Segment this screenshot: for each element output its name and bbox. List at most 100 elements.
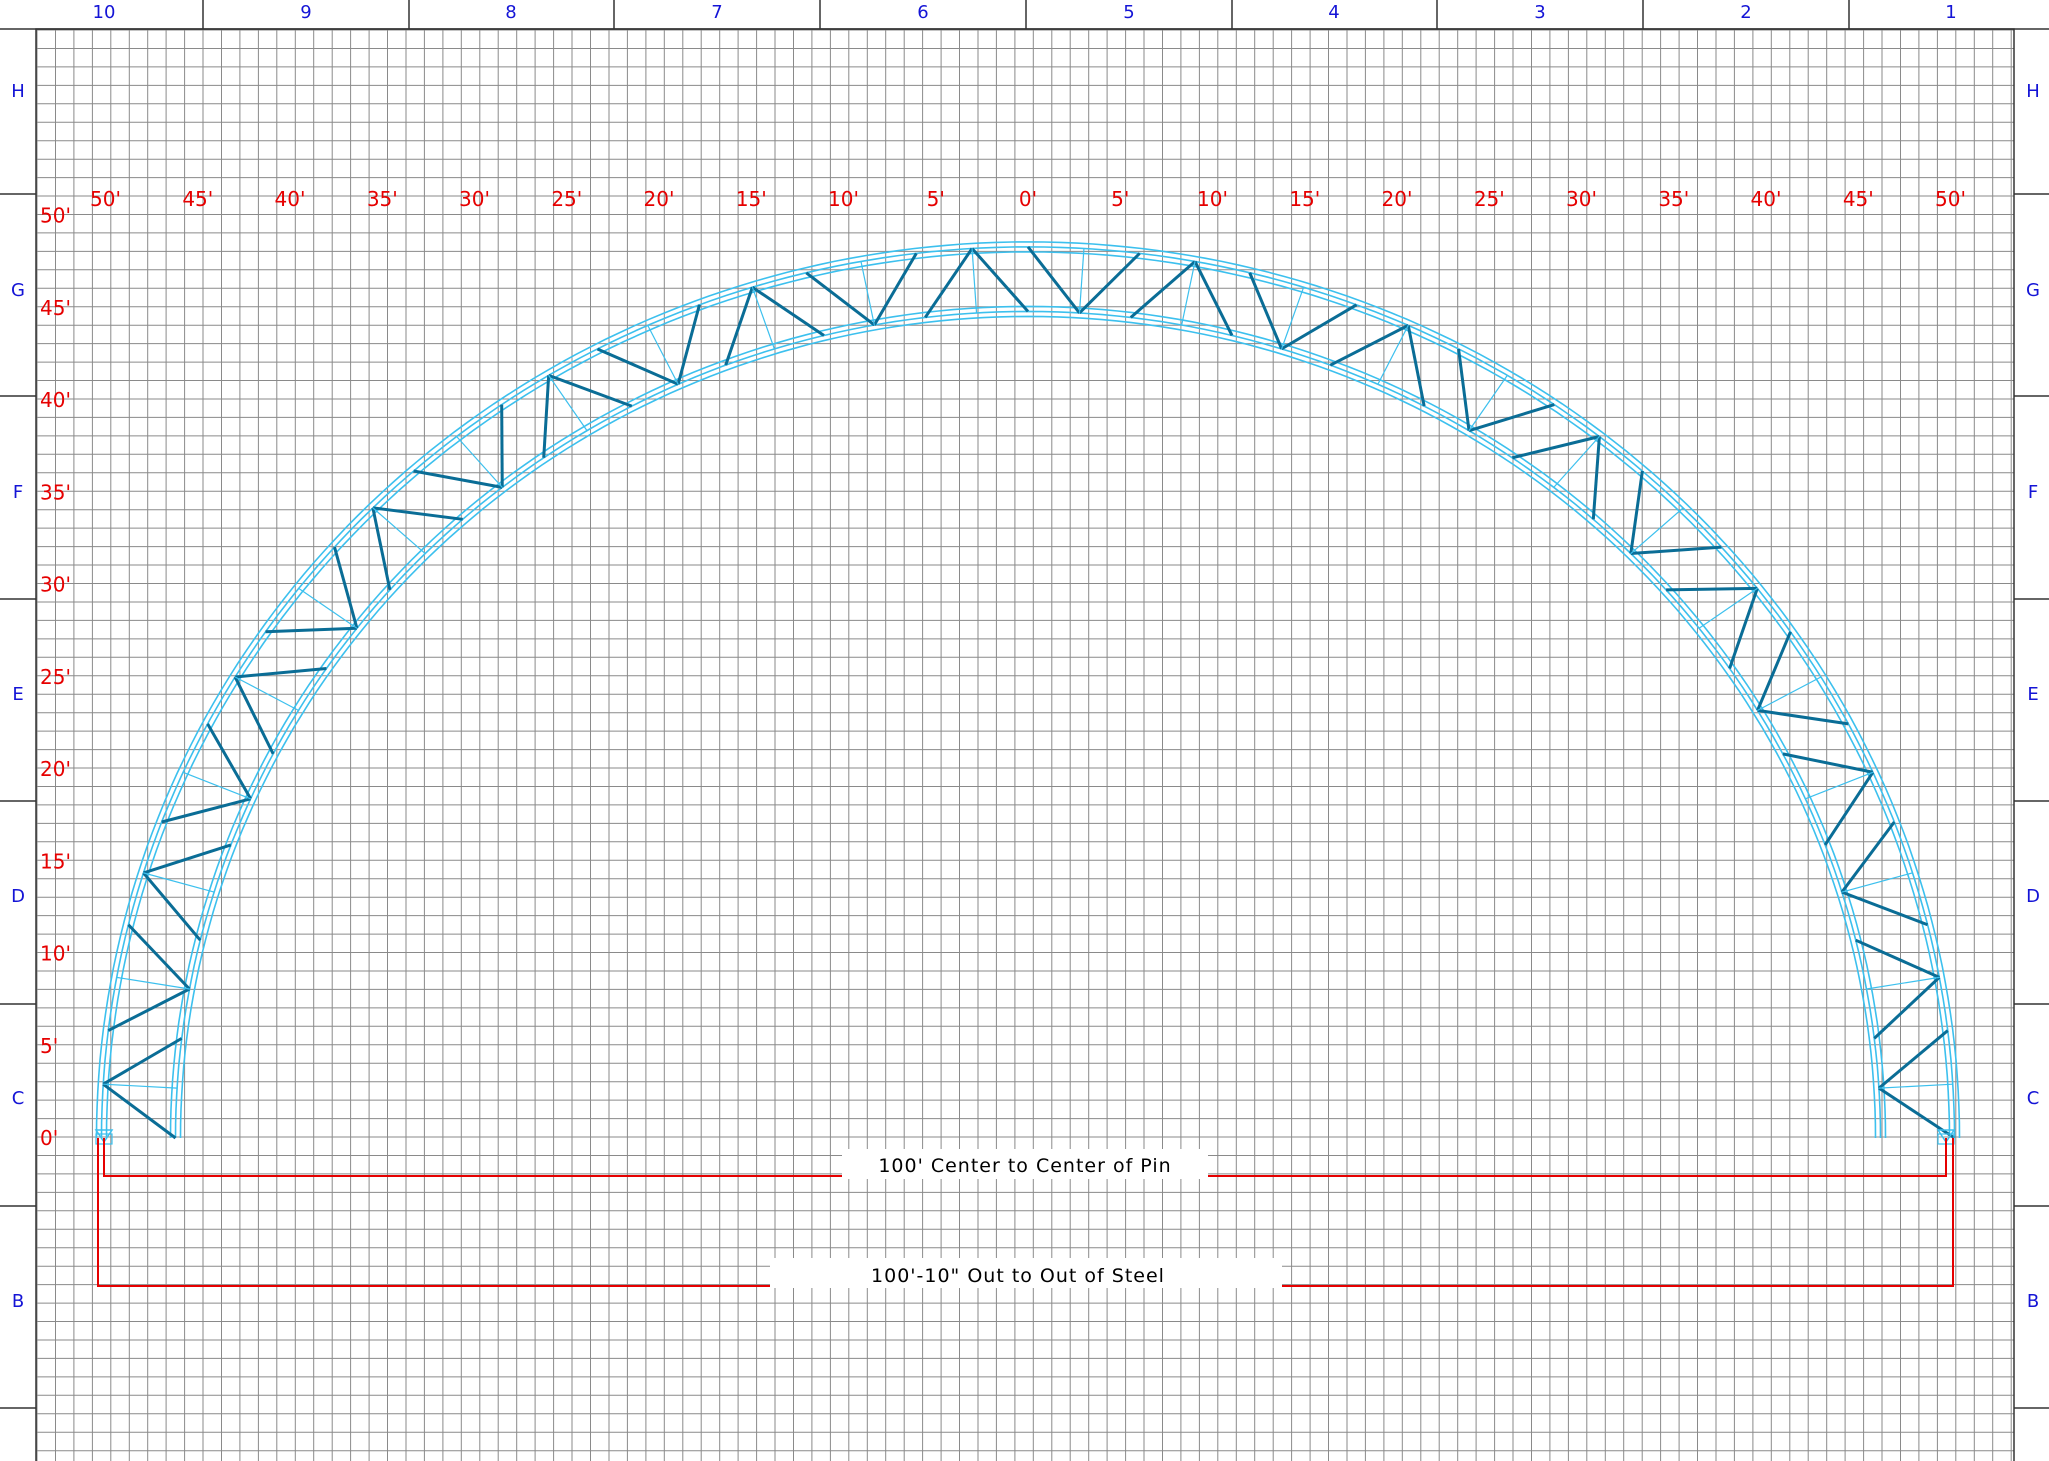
web-member bbox=[1248, 272, 1284, 350]
web-post bbox=[1805, 771, 1874, 800]
horizontal-scale-label: 40' bbox=[275, 187, 306, 211]
web-member bbox=[372, 506, 463, 521]
horizontal-scale-label: 35' bbox=[1658, 187, 1689, 211]
border-column-label: 8 bbox=[505, 2, 516, 23]
border-column-labels: 10 9 8 7 6 5 4 3 2 1 bbox=[93, 2, 1957, 23]
web-member bbox=[970, 247, 1030, 313]
pin-dimension-label-bg bbox=[842, 1149, 1208, 1179]
web-member bbox=[1855, 938, 1940, 979]
outer-chord bbox=[105, 251, 1951, 1139]
web-post bbox=[1377, 325, 1409, 385]
web-member bbox=[542, 375, 551, 458]
border-row-label: F bbox=[2028, 482, 2038, 503]
vertical-scale-label: 25' bbox=[40, 665, 71, 689]
web-member bbox=[1823, 771, 1875, 846]
border-column-label: 7 bbox=[711, 2, 722, 23]
vertical-scale-label: 40' bbox=[40, 388, 71, 412]
web-post bbox=[456, 436, 503, 488]
horizontal-scale-label: 20' bbox=[1382, 187, 1413, 211]
border-row-label: E bbox=[12, 684, 23, 705]
border-row-label: C bbox=[12, 1088, 25, 1109]
web-member bbox=[1630, 545, 1722, 556]
vertical-scale-label: 15' bbox=[40, 849, 71, 873]
web-member bbox=[1129, 260, 1196, 319]
web-post bbox=[143, 872, 215, 893]
vertical-scale-label: 50' bbox=[40, 204, 71, 228]
web-post bbox=[548, 375, 588, 431]
vertical-scale-label: 20' bbox=[40, 757, 71, 781]
web-member bbox=[1757, 708, 1849, 726]
pin-support bbox=[94, 1129, 114, 1144]
web-member bbox=[500, 404, 504, 488]
web-post bbox=[1468, 375, 1508, 431]
vertical-scale-label: 0' bbox=[40, 1126, 58, 1150]
horizontal-scale-label: 5' bbox=[927, 187, 945, 211]
horizontal-scale-label: 0' bbox=[1019, 187, 1037, 211]
web-post bbox=[1878, 1083, 1953, 1089]
web-member bbox=[1840, 821, 1896, 893]
horizontal-scale-label: 35' bbox=[367, 187, 398, 211]
vertical-scale-label: 10' bbox=[40, 942, 71, 966]
arch-truss bbox=[94, 241, 1961, 1145]
border-column-label: 10 bbox=[93, 2, 116, 23]
horizontal-scale-label: 30' bbox=[1566, 187, 1597, 211]
border-row-labels-left: H G F E D C B bbox=[11, 81, 25, 1312]
horizontal-scale-label: 5' bbox=[1111, 187, 1129, 211]
web-member bbox=[233, 676, 275, 755]
web-member bbox=[676, 304, 701, 385]
horizontal-scale-label: 20' bbox=[644, 187, 675, 211]
web-post bbox=[1841, 872, 1913, 893]
border-row-label: C bbox=[2027, 1088, 2040, 1109]
horizontal-scale-label: 25' bbox=[551, 187, 582, 211]
border-row-labels-right: H G F E D C B bbox=[2026, 81, 2040, 1312]
grid-background bbox=[36, 29, 2014, 1461]
web-post bbox=[1698, 587, 1758, 629]
web-post bbox=[103, 1083, 178, 1089]
border-row-label: B bbox=[12, 1291, 24, 1312]
web-member bbox=[371, 507, 392, 591]
out-to-out-dimension: 100'-10" Out to Out of Steel bbox=[871, 1265, 1165, 1287]
border-column-label: 4 bbox=[1328, 2, 1339, 23]
vertical-scale-label: 5' bbox=[40, 1034, 58, 1058]
web-member bbox=[1873, 976, 1941, 1040]
inner-chord bbox=[169, 305, 1887, 1139]
border-row-label: B bbox=[2027, 1291, 2039, 1312]
border-row-label: D bbox=[11, 886, 25, 907]
horizontal-scale-label: 15' bbox=[1289, 187, 1320, 211]
web-member bbox=[873, 252, 918, 326]
web-member bbox=[234, 666, 327, 679]
web-member bbox=[142, 843, 232, 875]
web-post bbox=[647, 325, 679, 385]
vertical-scale-label: 45' bbox=[40, 296, 71, 320]
horizontal-scale-label: 45' bbox=[1843, 187, 1874, 211]
pin-to-pin-dimension: 100' Center to Center of Pin bbox=[878, 1155, 1171, 1177]
border-row-label: D bbox=[2026, 886, 2040, 907]
web-member bbox=[1468, 403, 1555, 433]
web-member bbox=[1406, 325, 1426, 407]
web-member bbox=[1877, 1029, 1949, 1090]
web-member bbox=[548, 373, 633, 408]
web-member bbox=[1511, 435, 1600, 460]
web-member bbox=[1728, 587, 1759, 669]
web-member bbox=[1756, 631, 1792, 711]
horizontal-scale-label: 50' bbox=[90, 187, 121, 211]
vertical-scale-label: 35' bbox=[40, 480, 71, 504]
web-post bbox=[971, 248, 978, 313]
border-column-label: 1 bbox=[1945, 2, 1956, 23]
steel-dimension-label-bg bbox=[770, 1258, 1282, 1288]
border-column-label: 3 bbox=[1534, 2, 1545, 23]
web-post bbox=[116, 976, 190, 990]
horizontal-scale-label: 45' bbox=[182, 187, 213, 211]
border-column-label: 5 bbox=[1123, 2, 1134, 23]
vertical-scale: 50' 45' 40' 35' 30' 25' 20' 15' 10' 5' 0… bbox=[40, 204, 71, 1151]
web-member bbox=[1026, 245, 1081, 314]
border-row-label: G bbox=[2026, 280, 2040, 301]
web-post bbox=[860, 261, 875, 326]
horizontal-scale-label: 10' bbox=[828, 187, 859, 211]
web-member bbox=[161, 797, 251, 824]
web-post bbox=[1181, 261, 1196, 326]
web-member bbox=[1629, 470, 1644, 554]
web-member bbox=[596, 347, 679, 386]
